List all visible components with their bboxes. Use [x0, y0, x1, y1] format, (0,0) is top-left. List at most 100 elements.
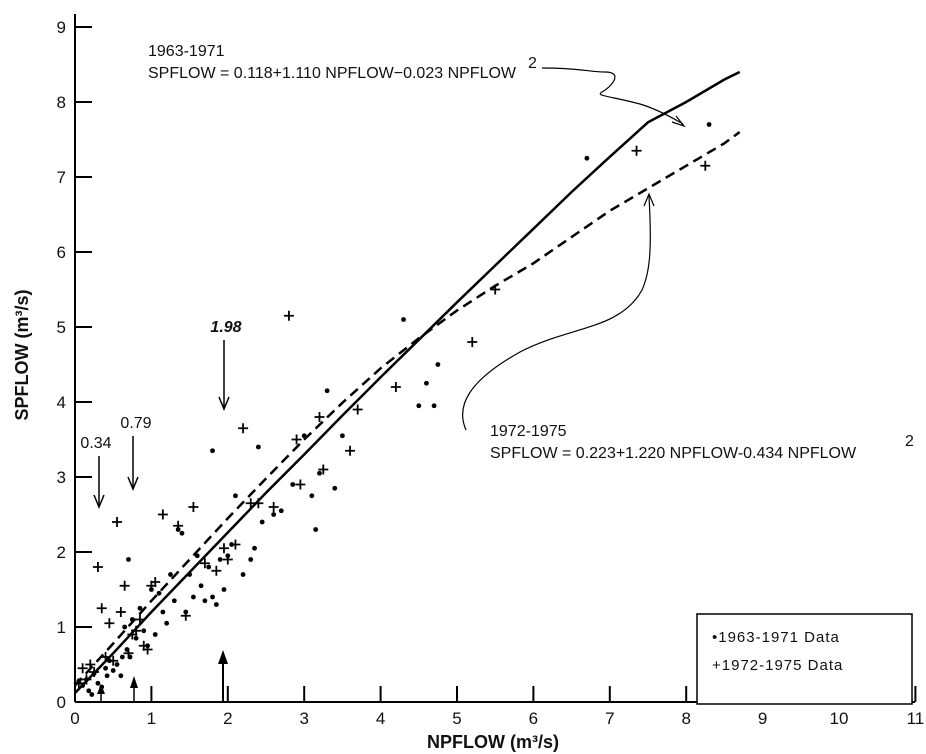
data-point-1963-1971: [340, 433, 345, 439]
data-point-1963-1971: [160, 609, 166, 615]
equation-1-formula: SPFLOW = 0.118+1.110 NPFLOW−0.023 NPFLOW: [148, 65, 517, 82]
x-tick-group: 0 1 2 3 4 5 6 7 8 9 10 11: [70, 686, 924, 728]
data-point-1963-1971: [435, 362, 441, 367]
data-point-1972-1975: [253, 498, 264, 509]
data-point-1972-1975: [238, 423, 249, 434]
data-point-1963-1971: [198, 583, 204, 589]
equation-2-title: 1972-1975: [490, 423, 567, 440]
data-point-1963-1971: [179, 530, 185, 536]
data-point-1972-1975: [73, 678, 84, 689]
data-point-1972-1975: [631, 145, 642, 156]
data-point-1963-1971: [240, 572, 246, 577]
data-point-1972-1975: [77, 663, 88, 674]
data-point-1972-1975: [352, 404, 363, 415]
x-tick-label: 9: [758, 709, 767, 728]
data-point-group: [73, 122, 712, 697]
data-point-1963-1971: [248, 557, 254, 562]
data-point-1963-1971: [126, 557, 131, 562]
data-point-1972-1975: [188, 502, 199, 512]
x-tick-label: 11: [907, 709, 925, 728]
data-point-1972-1975: [173, 520, 184, 531]
data-point-1972-1975: [490, 284, 501, 295]
legend-box: [696, 613, 913, 705]
x-tick-label: 6: [529, 709, 538, 728]
data-point-1963-1971: [278, 508, 284, 514]
data-point-1963-1971: [89, 692, 95, 697]
data-point-1972-1975: [100, 652, 111, 662]
x-tick-label: 8: [681, 709, 690, 728]
data-point-1963-1971: [290, 482, 296, 487]
data-point-1972-1975: [283, 310, 294, 321]
data-point-1972-1975: [700, 160, 711, 171]
data-point-1972-1975: [467, 337, 478, 347]
y-tick-label: 0: [57, 693, 66, 712]
data-point-1963-1971: [255, 444, 261, 450]
equation-2-leader: [462, 195, 651, 431]
equation-1972-1975: 1972-1975 SPFLOW = 0.223+1.220 NPFLOW-0.…: [462, 192, 914, 462]
data-point-1963-1971: [103, 665, 108, 671]
data-point-1972-1975: [123, 648, 134, 659]
up-arrow-head-1: [97, 684, 105, 694]
data-point-1972-1975: [211, 565, 222, 576]
x-tick-label: 4: [376, 709, 385, 728]
data-point-1972-1975: [85, 659, 96, 670]
y-tick-label: 7: [57, 168, 66, 187]
x-tick-label: 1: [147, 709, 156, 728]
data-point-1963-1971: [152, 632, 158, 637]
data-point-1963-1971: [313, 527, 319, 532]
data-point-1963-1971: [104, 673, 110, 679]
data-point-1963-1971: [141, 628, 147, 634]
arrow-head-034: [93, 494, 105, 509]
data-point-1963-1971: [110, 668, 116, 673]
data-point-1963-1971: [317, 470, 322, 476]
data-point-1972-1975: [180, 610, 191, 621]
data-point-1972-1975: [112, 517, 123, 527]
data-point-1963-1971: [584, 155, 590, 161]
data-point-1963-1971: [168, 572, 173, 577]
equation-1-arrowhead: [671, 115, 686, 128]
y-tick-group: 0 1 2 3 4 5 6 7 8 9: [57, 18, 92, 712]
data-point-1972-1975: [222, 554, 233, 565]
data-point-1972-1975: [199, 558, 210, 569]
data-point-1963-1971: [221, 587, 227, 592]
y-tick-label: 9: [57, 18, 66, 37]
data-point-1963-1971: [324, 388, 330, 394]
data-point-1963-1971: [191, 594, 196, 600]
equation-2-superscript: 2: [905, 433, 914, 450]
equation-1963-1971: 1963-1971 SPFLOW = 0.118+1.110 NPFLOW−0.…: [148, 43, 686, 128]
data-point-1963-1971: [210, 448, 215, 454]
data-point-1963-1971: [332, 485, 338, 491]
data-point-1963-1971: [252, 545, 257, 551]
data-point-1972-1975: [108, 655, 119, 666]
data-point-1963-1971: [164, 620, 170, 626]
equation-1-title: 1963-1971: [148, 43, 225, 60]
data-point-1963-1971: [114, 662, 120, 667]
data-point-1972-1975: [390, 382, 401, 392]
data-point-1963-1971: [401, 317, 406, 322]
arrow-head-079: [127, 476, 139, 491]
x-tick-label: 2: [223, 709, 232, 728]
data-point-1963-1971: [133, 635, 139, 641]
data-point-1963-1971: [187, 572, 193, 577]
y-tick-label: 2: [57, 543, 66, 562]
data-point-1963-1971: [217, 557, 223, 562]
data-point-1972-1975: [92, 562, 103, 572]
data-point-1963-1971: [202, 598, 208, 604]
data-point-1963-1971: [122, 624, 128, 630]
arrow-head-198: [218, 396, 230, 411]
data-point-1972-1975: [295, 479, 306, 490]
legend-item-1972: +1972-1975 Data: [712, 657, 843, 674]
data-point-1972-1975: [318, 464, 329, 475]
data-point-1963-1971: [80, 683, 86, 688]
marker-label-198: 1.98: [210, 319, 241, 336]
y-tick-label: 6: [57, 243, 66, 262]
data-point-1972-1975: [142, 644, 153, 655]
x-tick-label: 10: [830, 709, 849, 728]
data-point-1963-1971: [137, 605, 143, 611]
data-point-1963-1971: [424, 380, 429, 386]
y-tick-label: 1: [57, 618, 66, 637]
equation-2-arrowhead: [643, 192, 655, 207]
data-point-1963-1971: [416, 403, 422, 409]
data-point-1972-1975: [134, 614, 145, 625]
data-point-1972-1975: [131, 625, 142, 636]
